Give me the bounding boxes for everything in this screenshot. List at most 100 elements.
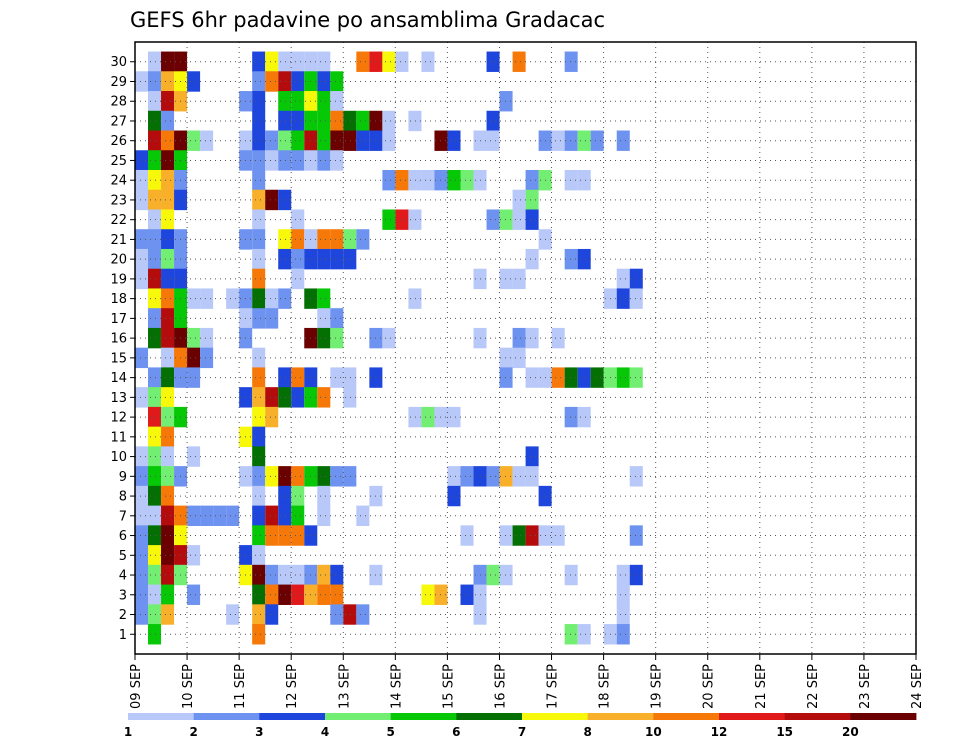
heatmap-cell	[317, 308, 331, 329]
legend-swatch	[390, 713, 457, 720]
heatmap-cell	[460, 584, 474, 605]
heatmap-cell	[148, 387, 162, 408]
heatmap-cell	[512, 466, 526, 487]
heatmap-cell	[317, 584, 331, 605]
heatmap-cell	[135, 466, 149, 487]
heatmap-cell	[408, 169, 422, 191]
cells-layer	[135, 51, 643, 645]
heatmap-cell	[564, 51, 578, 72]
heatmap-cell	[265, 189, 279, 211]
heatmap-cell	[317, 130, 331, 151]
heatmap-cell	[447, 406, 461, 428]
heatmap-cell	[317, 71, 331, 92]
heatmap-cell	[148, 604, 162, 625]
heatmap-cell	[408, 110, 422, 132]
y-tick-label: 13	[110, 391, 127, 406]
heatmap-cell	[460, 466, 474, 487]
heatmap-cell	[252, 406, 266, 428]
heatmap-cell	[265, 564, 279, 586]
heatmap-cell	[148, 189, 162, 211]
legend-label: 1	[124, 725, 132, 739]
heatmap-cell	[564, 624, 578, 645]
heatmap-cell	[343, 387, 357, 408]
heatmap-cell	[291, 367, 305, 388]
x-tick-label: 16 SEP	[493, 664, 508, 709]
legend-swatch	[128, 713, 195, 720]
heatmap-cell	[317, 110, 331, 132]
legend-label: 8	[583, 725, 591, 739]
heatmap-cell	[330, 308, 344, 329]
heatmap-cell	[291, 130, 305, 151]
legend-swatch	[850, 713, 917, 720]
heatmap-cell	[148, 229, 162, 250]
heatmap-cell	[551, 327, 565, 349]
heatmap-cell	[317, 248, 331, 270]
heatmap-cell	[187, 130, 201, 151]
heatmap-cell	[278, 71, 292, 92]
heatmap-cell	[252, 624, 266, 645]
heatmap-cell	[447, 130, 461, 151]
heatmap-cell	[148, 169, 162, 191]
heatmap-cell	[148, 446, 162, 467]
heatmap-cell	[317, 505, 331, 527]
heatmap-cell	[161, 466, 175, 487]
heatmap-cell	[148, 327, 162, 349]
x-ticks: 09 SEP 10 SEP 11 SEP 12 SEP 13 SEP 14 SEP 15 S…	[129, 654, 925, 709]
heatmap-cell	[629, 367, 643, 388]
heatmap-cell	[499, 209, 513, 230]
heatmap-cell	[486, 51, 500, 72]
heatmap-cell	[499, 268, 513, 290]
heatmap-cell	[512, 347, 526, 369]
heatmap-cell	[252, 229, 266, 250]
y-tick-label: 17	[110, 312, 127, 327]
heatmap-cell	[512, 209, 526, 230]
y-tick-label: 7	[119, 509, 127, 524]
y-tick-label: 30	[110, 55, 127, 70]
heatmap-cell	[187, 367, 201, 388]
heatmap-cell	[317, 91, 331, 112]
heatmap-cell	[317, 150, 331, 171]
y-tick-label: 10	[110, 450, 127, 465]
heatmap-cell	[265, 505, 279, 527]
heatmap-cell	[265, 525, 279, 546]
heatmap-cell	[278, 466, 292, 487]
heatmap-cell	[499, 525, 513, 546]
y-tick-label: 26	[110, 134, 127, 149]
heatmap-cell	[447, 466, 461, 487]
heatmap-cell	[252, 308, 266, 329]
heatmap-cell	[200, 130, 214, 151]
heatmap-cell	[330, 327, 344, 349]
heatmap-cell	[278, 51, 292, 72]
heatmap-cell	[486, 564, 500, 586]
legend-swatch	[325, 713, 392, 720]
legend-label: 12	[711, 725, 728, 739]
heatmap-cell	[135, 347, 149, 369]
heatmap-cell	[486, 130, 500, 151]
heatmap-cell	[317, 466, 331, 487]
heatmap-cell	[161, 564, 175, 586]
heatmap-cell	[317, 288, 331, 309]
y-tick-label: 15	[110, 351, 127, 366]
heatmap-cell	[252, 446, 266, 467]
legend-label: 15	[776, 725, 793, 739]
heatmap-cell	[525, 525, 539, 546]
legend-swatch	[259, 713, 326, 720]
legend-swatch	[193, 713, 260, 720]
legend-label: 5	[386, 725, 394, 739]
heatmap-cell	[161, 426, 175, 448]
x-tick-label: 17 SEP	[546, 664, 561, 709]
heatmap-cell	[486, 110, 500, 132]
heatmap-cell	[278, 189, 292, 211]
heatmap-cell	[187, 545, 201, 566]
heatmap-cell	[135, 564, 149, 586]
y-tick-label: 12	[110, 411, 127, 426]
heatmap-cell	[356, 51, 370, 72]
legend-label: 2	[189, 725, 197, 739]
legend-label: 10	[645, 725, 662, 739]
heatmap-cell	[161, 150, 175, 171]
heatmap-cell	[330, 248, 344, 270]
heatmap-cell	[616, 288, 630, 309]
heatmap-cell	[252, 150, 266, 171]
grid-layer	[135, 42, 916, 654]
